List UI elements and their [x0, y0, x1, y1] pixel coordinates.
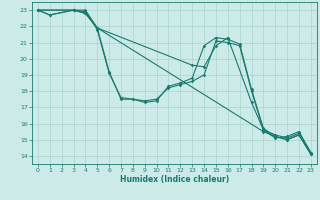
- X-axis label: Humidex (Indice chaleur): Humidex (Indice chaleur): [120, 175, 229, 184]
